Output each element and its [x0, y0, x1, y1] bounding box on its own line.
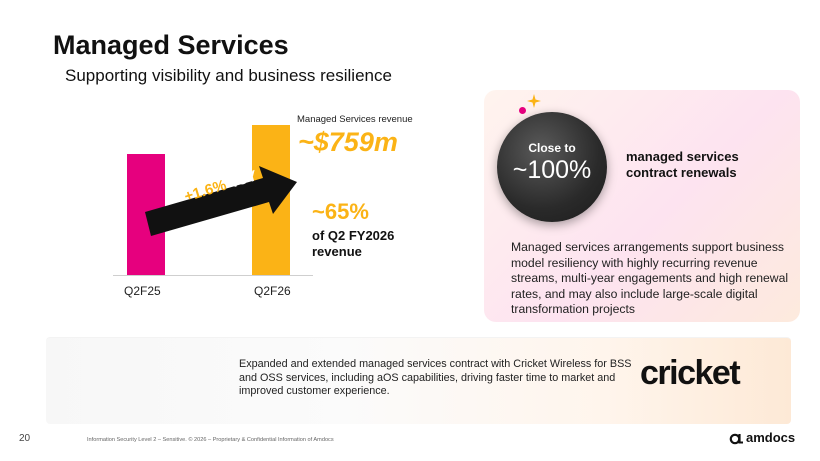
dot-icon	[519, 107, 526, 114]
amdocs-logo-icon	[729, 433, 743, 445]
page-number: 20	[19, 433, 31, 444]
renewal-circle-value: ~100%	[512, 156, 592, 184]
sparkle-icon	[527, 94, 541, 108]
page-subtitle: Supporting visibility and business resil…	[65, 66, 392, 85]
x-axis-line	[113, 275, 313, 276]
page-title: Managed Services	[53, 30, 289, 60]
yoy-arrow	[145, 166, 297, 236]
revenue-share-description: of Q2 FY2026 revenue	[312, 228, 395, 259]
x-tick-label: Q2F26	[254, 284, 291, 298]
revenue-value: ~$759m	[298, 127, 398, 157]
renewal-circle-caption: Close to	[528, 141, 576, 155]
amdocs-logo-text: amdocs	[746, 430, 796, 445]
x-tick-label: Q2F25	[124, 284, 161, 298]
revenue-caption: Managed Services revenue	[297, 114, 413, 125]
cricket-description: Expanded and extended managed services c…	[239, 358, 632, 397]
cricket-logo: cricket	[640, 354, 741, 392]
renewal-circle	[497, 112, 607, 222]
renewal-headline: managed services contract renewals	[626, 149, 739, 180]
revenue-share-value: ~65%	[312, 199, 369, 224]
renewal-description: Managed services arrangements support bu…	[511, 240, 789, 316]
footer-disclaimer: Information Security Level 2 – Sensitive…	[87, 437, 334, 443]
cricket-card	[46, 337, 791, 424]
